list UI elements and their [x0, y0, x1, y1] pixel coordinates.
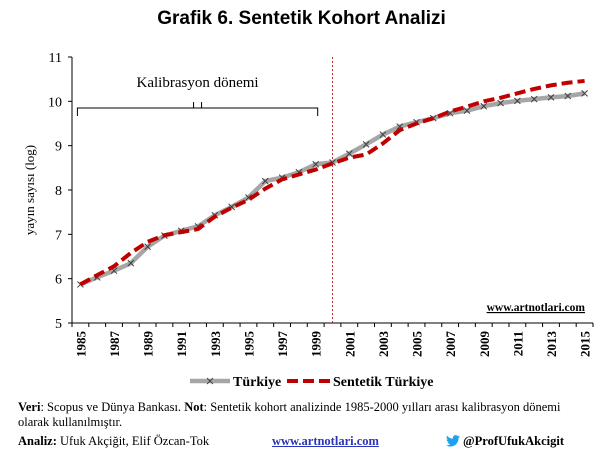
site-link[interactable]: www.artnotlari.com — [272, 434, 379, 448]
data-point — [362, 140, 370, 148]
x-tick-label: 1987 — [107, 331, 122, 358]
data-point — [379, 131, 387, 138]
calibration-label: Kalibrasyon dönemi — [137, 75, 259, 91]
data-point — [144, 243, 151, 251]
chart-title: Grafik 6. Sentetik Kohort Analizi — [157, 8, 446, 29]
y-axis-label: yayın sayısı (log) — [22, 145, 37, 235]
data-point — [345, 150, 353, 158]
y-tick-label: 9 — [55, 140, 62, 155]
y-tick-label: 6 — [55, 273, 62, 288]
y-tick-label: 5 — [55, 317, 62, 332]
not-text: : Sentetik kohort analizinde 1985-2000 y… — [18, 400, 561, 429]
y-tick-label: 7 — [55, 228, 62, 243]
x-tick-label: 2015 — [578, 331, 593, 358]
y-tick-label: 8 — [55, 184, 62, 199]
y-axis: 5 6 7 8 9 10 11 yayın sayısı (log) — [22, 51, 73, 332]
data-point — [463, 107, 471, 114]
series-lines — [77, 78, 588, 288]
x-axis: 1985 1987 1989 1991 1993 1995 1997 1999 2001 2003… — [71, 322, 594, 358]
series-line-1 — [79, 78, 585, 287]
x-tick-label: 2003 — [376, 331, 391, 358]
data-point — [564, 92, 572, 100]
x-tick-label: 2001 — [342, 331, 357, 357]
x-tick-label: 2007 — [443, 331, 458, 358]
x-tick-label: 1989 — [141, 331, 156, 358]
annotations: Kalibrasyon dönemi www.artnotlari.com — [76, 57, 586, 323]
x-tick-label: 1985 — [73, 331, 88, 358]
data-point — [497, 99, 504, 107]
x-tick-label: 1995 — [241, 331, 256, 358]
chart: 5 6 7 8 9 10 11 yayın sayısı (log) 1985 1987 1989… — [22, 51, 594, 390]
watermark: www.artnotlari.com — [487, 302, 586, 314]
x-tick-label: 1999 — [309, 331, 324, 358]
y-tick-label: 10 — [48, 95, 62, 110]
twitter-handle[interactable]: @ProfUfukAkcigit — [446, 434, 564, 449]
data-point — [514, 97, 521, 105]
y-tick-label: 11 — [49, 51, 62, 66]
legend-label-0: Türkiye — [233, 375, 281, 390]
x-tick-label: 2013 — [544, 331, 559, 358]
x-tick-label: 1997 — [275, 331, 290, 358]
footer-notes: Veri: Scopus ve Dünya Bankası. Not: Sent… — [18, 400, 588, 430]
legend-label-1: Sentetik Türkiye — [333, 375, 433, 390]
data-point — [127, 259, 135, 267]
data-point — [530, 95, 538, 103]
footer-credit: Analiz: Ufuk Akçiğit, Elif Özcan-Tok — [18, 434, 209, 449]
data-point — [581, 89, 588, 97]
veri-label: Veri — [18, 400, 41, 414]
data-point — [312, 160, 320, 168]
not-label: Not — [184, 400, 204, 414]
analiz-text: Ufuk Akçiğit, Elif Özcan-Tok — [56, 434, 210, 448]
veri-text: : Scopus ve Dünya Bankası. — [40, 400, 185, 414]
data-point — [446, 109, 454, 117]
legend: Türkiye Sentetik Türkiye — [190, 375, 433, 390]
x-tick-label: 1991 — [174, 331, 189, 357]
legend-marker-0 — [206, 377, 214, 385]
twitter-bird-icon — [446, 435, 460, 447]
x-tick-label: 1993 — [208, 331, 223, 358]
data-point — [547, 93, 555, 101]
twitter-text: @ProfUfukAkcigit — [463, 434, 564, 448]
calibration-bracket — [76, 102, 319, 116]
x-tick-label: 2005 — [410, 331, 425, 358]
analiz-label: Analiz: — [18, 434, 57, 448]
x-tick-label: 2011 — [510, 331, 525, 356]
x-tick-label: 2009 — [477, 331, 492, 358]
data-point — [261, 177, 269, 185]
data-point — [480, 102, 488, 110]
